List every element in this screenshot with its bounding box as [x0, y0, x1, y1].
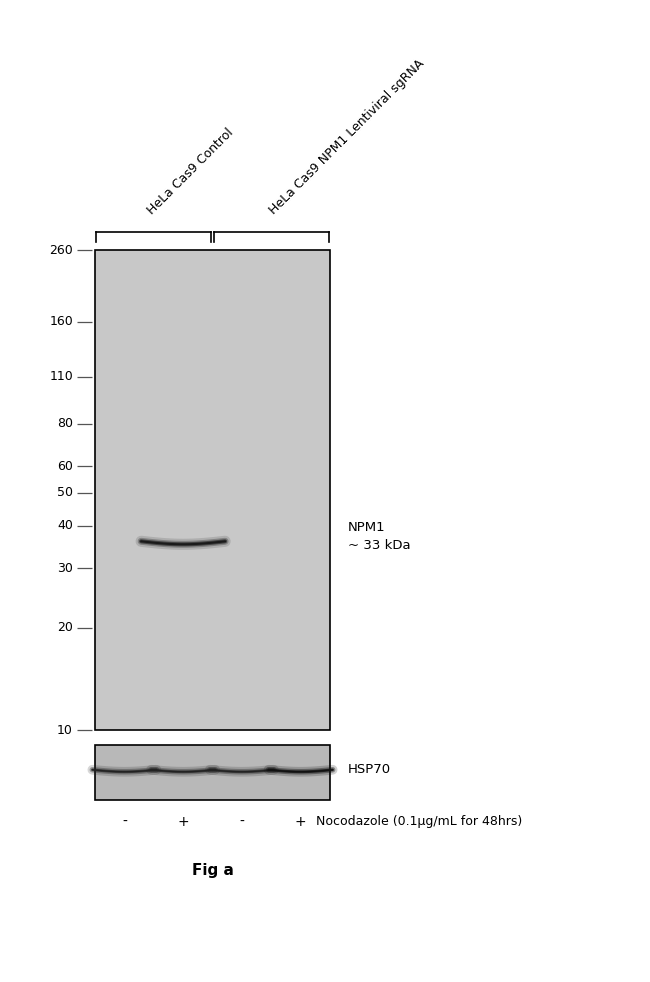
Text: 80: 80: [57, 417, 73, 430]
Text: 10: 10: [57, 724, 73, 736]
Text: 260: 260: [49, 244, 73, 256]
Text: +: +: [295, 815, 306, 829]
Text: Fig a: Fig a: [192, 862, 233, 878]
Text: -: -: [239, 815, 244, 829]
Text: HeLa Cas9 Control: HeLa Cas9 Control: [144, 126, 236, 217]
Text: 110: 110: [49, 370, 73, 383]
Text: HeLa Cas9 NPM1 Lentiviral sgRNA: HeLa Cas9 NPM1 Lentiviral sgRNA: [267, 57, 427, 217]
Text: 160: 160: [49, 315, 73, 328]
Text: +: +: [177, 815, 189, 829]
Text: 60: 60: [57, 460, 73, 472]
Text: 50: 50: [57, 486, 73, 500]
Text: Nocodazole (0.1μg/mL for 48hrs): Nocodazole (0.1μg/mL for 48hrs): [316, 815, 522, 829]
Bar: [95, 250, 330, 730]
Bar: [95, 745, 330, 800]
Text: -: -: [122, 815, 127, 829]
Text: HSP70: HSP70: [348, 763, 391, 776]
Text: NPM1
~ 33 kDa: NPM1 ~ 33 kDa: [348, 520, 411, 552]
Text: 40: 40: [57, 519, 73, 532]
Text: 20: 20: [57, 622, 73, 634]
Text: 30: 30: [57, 562, 73, 574]
